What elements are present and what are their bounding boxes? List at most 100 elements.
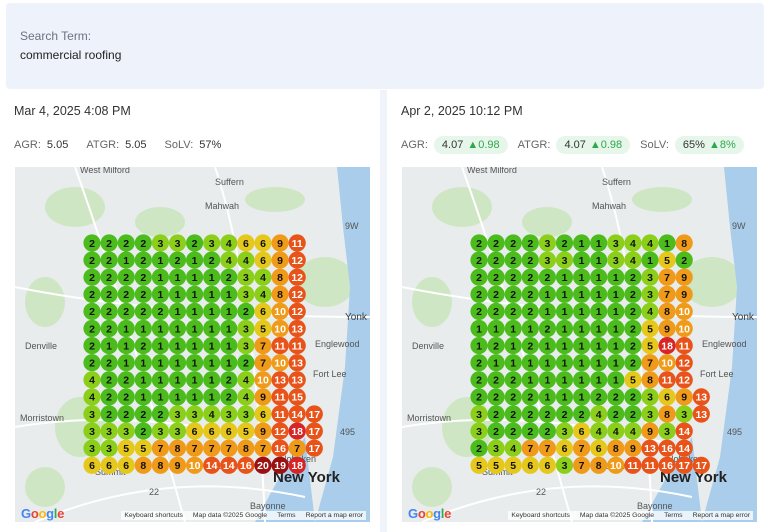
rank-pin[interactable]: 1: [117, 251, 135, 269]
rank-pin[interactable]: 1: [151, 354, 169, 372]
rank-pin[interactable]: 1: [538, 388, 556, 406]
rank-pin[interactable]: 1: [504, 354, 522, 372]
rank-pin[interactable]: 2: [487, 405, 505, 423]
rank-pin[interactable]: 1: [555, 285, 574, 303]
rank-pin[interactable]: 2: [538, 422, 556, 440]
rank-pin[interactable]: 6: [254, 405, 272, 423]
rank-pin[interactable]: 1: [186, 371, 204, 389]
rank-pin[interactable]: 11: [658, 371, 676, 389]
rank-pin[interactable]: 2: [624, 285, 642, 303]
rank-pin[interactable]: 1: [203, 388, 221, 406]
rank-pin[interactable]: 1: [151, 319, 169, 338]
rank-pin[interactable]: 5: [504, 456, 522, 474]
rank-pin[interactable]: 3: [658, 422, 676, 440]
rank-pin[interactable]: 16: [658, 439, 676, 457]
rank-pin[interactable]: 2: [220, 268, 238, 286]
rank-pin[interactable]: 6: [538, 456, 556, 474]
rank-pin[interactable]: 7: [254, 439, 272, 457]
rank-pin[interactable]: 6: [555, 439, 574, 457]
rank-pin[interactable]: 1: [607, 268, 625, 286]
rank-pin[interactable]: 1: [186, 337, 204, 355]
rank-pin[interactable]: 14: [203, 456, 221, 474]
rank-pin[interactable]: 1: [203, 371, 221, 389]
rank-pin[interactable]: 1: [203, 319, 221, 338]
rank-pin[interactable]: 2: [117, 302, 135, 320]
rank-pin[interactable]: 13: [288, 319, 306, 338]
rank-pin[interactable]: 3: [83, 422, 101, 440]
rank-pin[interactable]: 1: [658, 234, 676, 252]
rank-pin[interactable]: 1: [220, 354, 238, 372]
rank-pin[interactable]: 11: [288, 337, 306, 355]
rank-pin[interactable]: 13: [641, 439, 659, 457]
terms-link[interactable]: Terms: [664, 512, 683, 519]
rank-pin[interactable]: 9: [675, 268, 693, 286]
rank-pin[interactable]: 6: [254, 251, 272, 269]
rank-grid-map[interactable]: West Milford Suffern Mahwah 9W Yonk Denville E…: [15, 167, 370, 522]
rank-pin[interactable]: 1: [504, 319, 522, 338]
rank-pin[interactable]: 3: [641, 388, 659, 406]
rank-pin[interactable]: 2: [220, 388, 238, 406]
rank-pin[interactable]: 3: [487, 439, 505, 457]
rank-pin[interactable]: 1: [555, 388, 574, 406]
rank-pin[interactable]: 11: [288, 234, 306, 252]
rank-pin[interactable]: 17: [692, 456, 710, 474]
rank-pin[interactable]: 2: [504, 422, 522, 440]
rank-pin[interactable]: 1: [134, 388, 152, 406]
rank-pin[interactable]: 2: [134, 285, 152, 303]
rank-pin[interactable]: 12: [288, 302, 306, 320]
rank-pin[interactable]: 2: [100, 354, 118, 372]
rank-pin[interactable]: 1: [607, 371, 625, 389]
rank-pin[interactable]: 1: [186, 251, 204, 269]
rank-pin[interactable]: 8: [641, 371, 659, 389]
rank-pin[interactable]: 1: [590, 371, 608, 389]
rank-pin[interactable]: 1: [641, 251, 659, 269]
map-canvas[interactable]: West Milford Suffern Mahwah 9W Yonk Denville E…: [15, 167, 370, 522]
rank-pin[interactable]: 2: [624, 268, 642, 286]
rank-pin[interactable]: 2: [521, 251, 539, 269]
rank-pin[interactable]: 9: [168, 456, 187, 474]
rank-pin[interactable]: 5: [134, 439, 152, 457]
rank-pin[interactable]: 4: [237, 251, 255, 269]
report-map-error-link[interactable]: Report a map error: [305, 512, 363, 519]
rank-pin[interactable]: 4: [641, 234, 659, 252]
rank-pin[interactable]: 3: [100, 439, 118, 457]
rank-pin[interactable]: 2: [134, 337, 152, 355]
rank-pin[interactable]: 10: [254, 371, 272, 389]
rank-pin[interactable]: 4: [83, 388, 101, 406]
rank-pin[interactable]: 11: [271, 388, 289, 406]
rank-pin[interactable]: 1: [607, 319, 625, 338]
rank-pin[interactable]: 2: [487, 371, 505, 389]
rank-pin[interactable]: 1: [504, 337, 522, 355]
report-map-error-link[interactable]: Report a map error: [692, 512, 750, 519]
rank-pin[interactable]: 3: [237, 405, 255, 423]
rank-pin[interactable]: 3: [83, 439, 101, 457]
rank-pin[interactable]: 1: [590, 251, 608, 269]
rank-pin[interactable]: 5: [117, 439, 135, 457]
rank-pin[interactable]: 1: [573, 251, 591, 269]
rank-pin[interactable]: 1: [186, 268, 204, 286]
rank-pin[interactable]: 15: [288, 388, 306, 406]
rank-pin[interactable]: 1: [203, 302, 221, 320]
rank-pin[interactable]: 4: [590, 405, 608, 423]
rank-pin[interactable]: 2: [100, 405, 118, 423]
rank-pin[interactable]: 7: [521, 439, 539, 457]
rank-pin[interactable]: 1: [607, 302, 625, 320]
rank-pin[interactable]: 2: [134, 302, 152, 320]
rank-pin[interactable]: 8: [658, 302, 676, 320]
rank-pin[interactable]: 2: [83, 234, 101, 252]
rank-pin[interactable]: 7: [288, 439, 306, 457]
rank-pin[interactable]: 2: [590, 388, 608, 406]
rank-pin[interactable]: 2: [117, 405, 135, 423]
rank-pin[interactable]: 11: [641, 456, 659, 474]
rank-pin[interactable]: 1: [590, 354, 608, 372]
rank-pin[interactable]: 5: [641, 319, 659, 338]
rank-pin[interactable]: 13: [692, 405, 710, 423]
rank-pin[interactable]: 14: [675, 439, 693, 457]
rank-pin[interactable]: 11: [271, 405, 289, 423]
rank-pin[interactable]: 3: [470, 405, 488, 423]
rank-pin[interactable]: 1: [538, 285, 556, 303]
rank-pin[interactable]: 1: [573, 388, 591, 406]
rank-pin[interactable]: 2: [470, 302, 488, 320]
rank-pin[interactable]: 10: [658, 354, 676, 372]
rank-pin[interactable]: 2: [487, 268, 505, 286]
